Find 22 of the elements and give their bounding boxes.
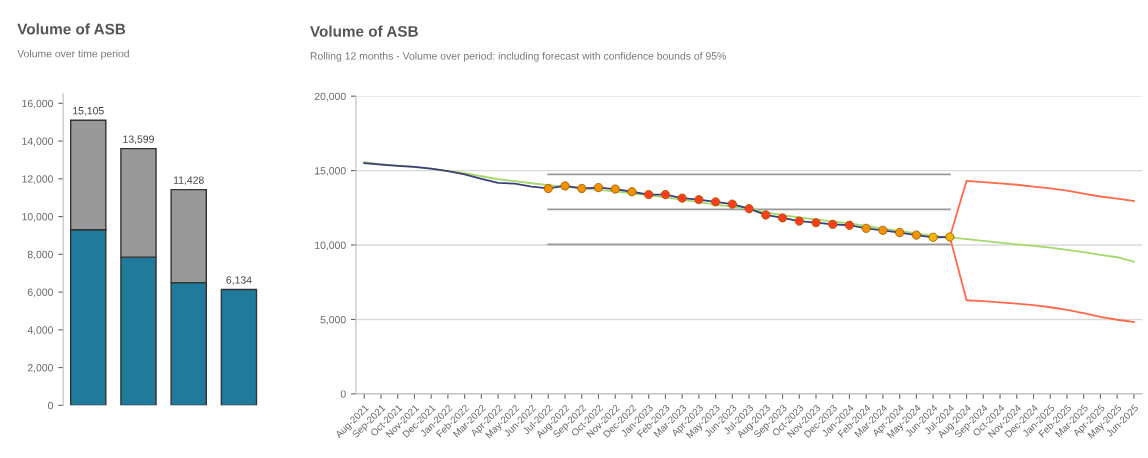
chart-title: Volume of ASB — [17, 23, 126, 35]
y-tick-label: 2,000 — [27, 364, 54, 373]
y-tick-label: 4,000 — [27, 326, 54, 335]
chart-subtitle: Volume over time period — [17, 49, 129, 60]
y-tick-label: 20,000 — [314, 92, 346, 102]
total-label: 15,105 — [73, 107, 104, 116]
y-tick-label: 10,000 — [315, 241, 346, 251]
chart-title: Volume of ASB — [310, 25, 418, 37]
y-tick-label: 8,000 — [27, 250, 54, 260]
y-tick-label: 5,000 — [320, 315, 346, 325]
y-tick-label: 10,000 — [22, 213, 54, 222]
total-label: 13,599 — [123, 135, 154, 145]
y-tick-label: 16,000 — [22, 99, 54, 109]
y-tick-label: 0 — [340, 390, 346, 398]
y-tick-label: 15,000 — [315, 167, 346, 176]
total-label: 11,428 — [173, 176, 204, 186]
y-tick-label: 6,000 — [27, 288, 54, 298]
chart-subtitle: Rolling 12 months - Volume over period: including forecast with confidence bounds of 95% — [310, 51, 726, 62]
y-tick-label: 14,000 — [22, 137, 54, 147]
y-tick-label: 0 — [48, 401, 54, 410]
y-tick-label: 12,000 — [22, 175, 54, 184]
total-label: 6,134 — [226, 276, 252, 285]
